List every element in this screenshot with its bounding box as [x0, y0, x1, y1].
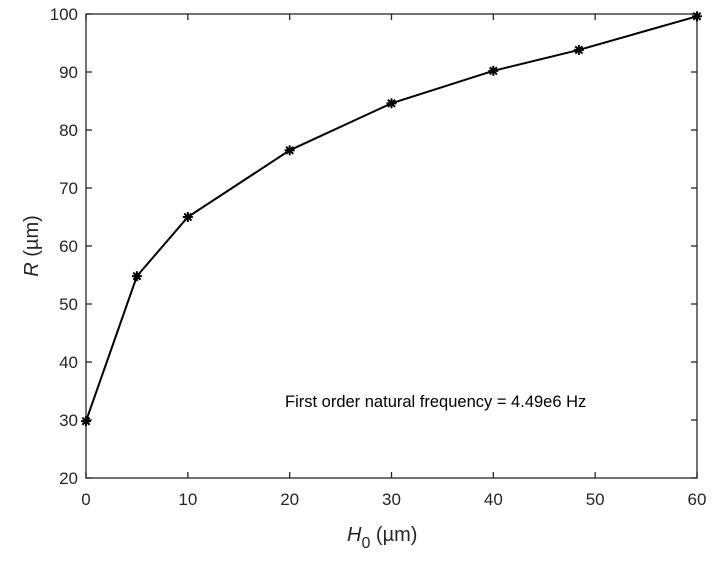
asterisk-marker-icon	[386, 98, 397, 109]
x-tick-label: 40	[484, 490, 503, 509]
x-tick-label: 20	[280, 490, 299, 509]
asterisk-marker-icon	[692, 11, 702, 22]
y-axis-label: R (µm)	[21, 215, 43, 277]
x-tick-label: 0	[81, 490, 90, 509]
y-tick-label: 30	[59, 411, 78, 430]
y-tick-labels: 20 30 40 50 60 70 80 90 100	[50, 5, 78, 488]
annotation-text: First order natural frequency = 4.49e6 H…	[285, 393, 586, 411]
asterisk-marker-icon	[81, 416, 91, 427]
data-line	[85, 15, 698, 422]
asterisk-marker-icon	[131, 271, 142, 282]
x-tick-label: 30	[382, 490, 401, 509]
x-axis-label: H0 (µm)	[347, 524, 417, 552]
asterisk-marker-icon	[573, 44, 584, 55]
y-tick-label: 50	[59, 295, 78, 314]
y-tick-label: 20	[59, 469, 78, 488]
y-tick-label: 80	[59, 121, 78, 140]
y-tick-label: 40	[59, 353, 78, 372]
asterisk-marker-icon	[284, 145, 295, 156]
x-tick-label: 60	[688, 490, 707, 509]
x-tick-labels: 0 10 20 30 40 50 60	[81, 490, 706, 509]
y-tick-label: 100	[50, 5, 78, 24]
asterisk-marker-icon	[488, 65, 499, 76]
y-tick-label: 70	[59, 179, 78, 198]
data-series	[81, 11, 702, 427]
y-tick-label: 90	[59, 63, 78, 82]
x-tick-label: 50	[586, 490, 605, 509]
y-tick-label: 60	[59, 237, 78, 256]
asterisk-marker-icon	[182, 212, 193, 222]
x-tick-label: 10	[178, 490, 197, 509]
